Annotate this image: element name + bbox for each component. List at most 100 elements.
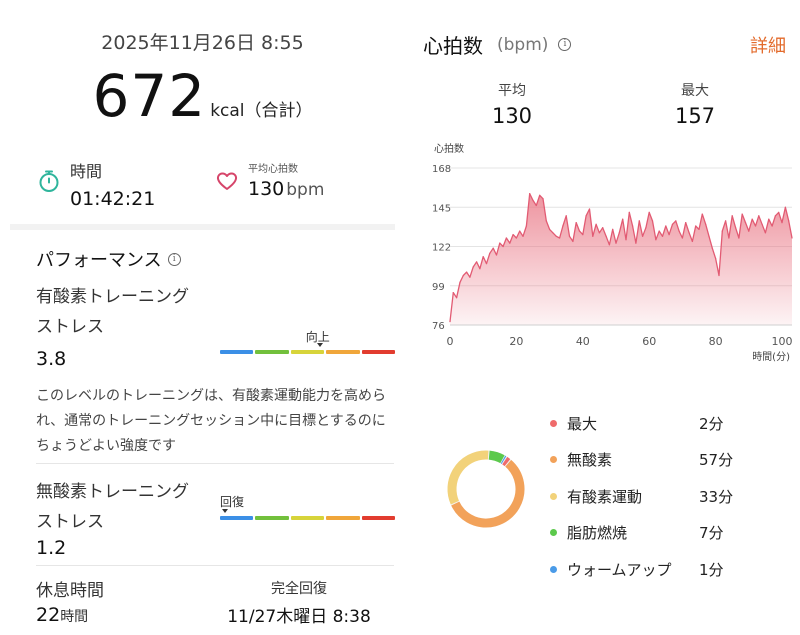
heart-rate-area [450,193,792,325]
heart-rate-header: 心拍数 (bpm) i [423,30,572,59]
heart-rate-point [788,220,790,222]
heart-rate-point [466,271,468,273]
zone-color-dot [550,565,557,573]
heart-rate-point [592,235,594,237]
heart-rate-point [615,242,617,244]
zone-duration: 57分 [699,451,734,470]
heart-rate-point [748,230,750,232]
zone-slice [447,450,525,528]
heart-rate-point [449,321,451,323]
x-axis-label: 時間(分) [752,351,790,363]
heart-rate-point [562,225,564,227]
heart-rate-point [492,247,494,249]
heart-rate-point [738,237,740,239]
heart-rate-point [572,240,574,242]
heart-rate-point [638,220,640,222]
y-tick-label: 99 [432,282,445,293]
zone-name: 無酸素 [567,451,613,470]
heart-rate-zone-legend: 最大 2分 無酸素 57分 有酸素運動 33分 脂肪燃焼 7分 ウォームアップ 1分 [550,405,790,588]
anaerobic-stress-scale [220,516,396,520]
heart-rate-point [661,235,664,237]
heart-rate-zone-donut [447,450,525,528]
heart-rate-point [681,237,683,239]
avg-heart-rate-number: 130 [248,178,285,200]
full-recovery-value: 11/27木曜日 8:38 [227,607,371,627]
heart-rate-point [718,274,720,277]
heart-rate-point [665,225,667,227]
zone-name: 脂肪燃焼 [567,524,628,543]
anaerobic-stress-label-line1: 無酸素トレーニング [36,482,189,502]
avg-heart-rate-stat: 平均心拍数 130 bpm [214,158,324,200]
heart-rate-point [482,256,484,258]
aerobic-stress-description: このレベルのトレーニングは、有酸素運動能力を高められ、通常のトレーニングセッショ… [36,388,386,454]
zone-color-dot [550,456,557,464]
heart-rate-average: 平均 130 [452,80,572,128]
aerobic-stress-marker [316,343,323,347]
heart-rate-point [778,211,780,213]
details-link[interactable]: 詳細 [750,36,786,57]
aerobic-stress-label: 有酸素トレーニング ストレス [36,282,226,342]
heart-rate-point [645,227,647,229]
heart-rate-maximum: 最大 157 [635,80,755,128]
zone-legend-item: 脂肪燃焼 7分 [550,515,790,552]
heart-rate-maximum-label: 最大 [681,83,709,99]
heart-rate-point [495,254,498,256]
heart-rate-point [758,215,760,217]
anaerobic-stress-label-line2: ストレス [36,512,104,532]
heart-rate-point [602,227,604,229]
scale-segment [290,516,325,520]
heart-rate-point [632,225,634,227]
info-icon[interactable]: i [558,38,572,51]
heart-rate-point [781,222,783,224]
x-tick-label: 0 [447,335,454,348]
heart-rate-unit: (bpm) [497,34,549,55]
heart-rate-point [525,225,527,227]
zone-name: ウォームアップ [567,560,672,579]
heart-rate-point [701,213,703,215]
heart-rate-point [509,242,511,244]
heart-rate-point [529,193,531,195]
heart-rate-chart[interactable]: 心拍数 76 99 122 145 168 0 20 40 60 80 100 時間(分) [420,140,800,370]
heart-rate-point [552,232,554,234]
heart-rate-point [735,227,737,229]
anaerobic-stress-label: 無酸素トレーニング ストレス [36,477,226,537]
scale-segment [220,350,254,354]
zone-legend-item: 有酸素運動 33分 [550,478,790,515]
y-axis-label: 心拍数 [434,142,464,155]
heart-rate-point [568,235,571,237]
heart-rate-point [668,234,670,236]
heart-rate-point [695,225,697,227]
duration-stat: 時間 01:42:21 [36,158,155,210]
aerobic-stress-scale [220,350,396,354]
heart-rate-point [708,235,710,237]
heart-rate-point [456,297,458,299]
heart-rate-point [731,215,733,217]
heart-rate-point [642,235,644,237]
heart-rate-line [449,192,793,322]
heart-rate-point [751,218,753,220]
scale-segment [290,350,325,354]
heart-rate-point [711,247,713,249]
x-tick-label: 40 [576,335,590,348]
heart-rate-point [721,230,723,232]
zone-slice [447,450,525,528]
heart-rate-point [728,237,730,239]
info-icon[interactable]: i [167,252,181,266]
heart-rate-point [462,274,464,277]
performance-title: パフォーマンス [36,250,162,271]
x-tick-label: 80 [709,335,723,348]
heart-rate-point [535,204,537,207]
rest-time-number: 22 [36,604,61,626]
performance-header: パフォーマンス i [36,246,181,272]
zone-duration: 33分 [699,487,734,506]
scale-segment [326,350,360,354]
heart-rate-point [625,239,627,241]
scale-segment [361,350,396,354]
section-divider [10,224,395,230]
heart-rate-average-label: 平均 [498,83,526,99]
zone-slice [447,450,525,528]
heart-rate-point [575,222,577,224]
heart-rate-point [539,194,541,196]
heart-rate-point [598,232,600,234]
zone-legend-item: 最大 2分 [550,405,790,442]
